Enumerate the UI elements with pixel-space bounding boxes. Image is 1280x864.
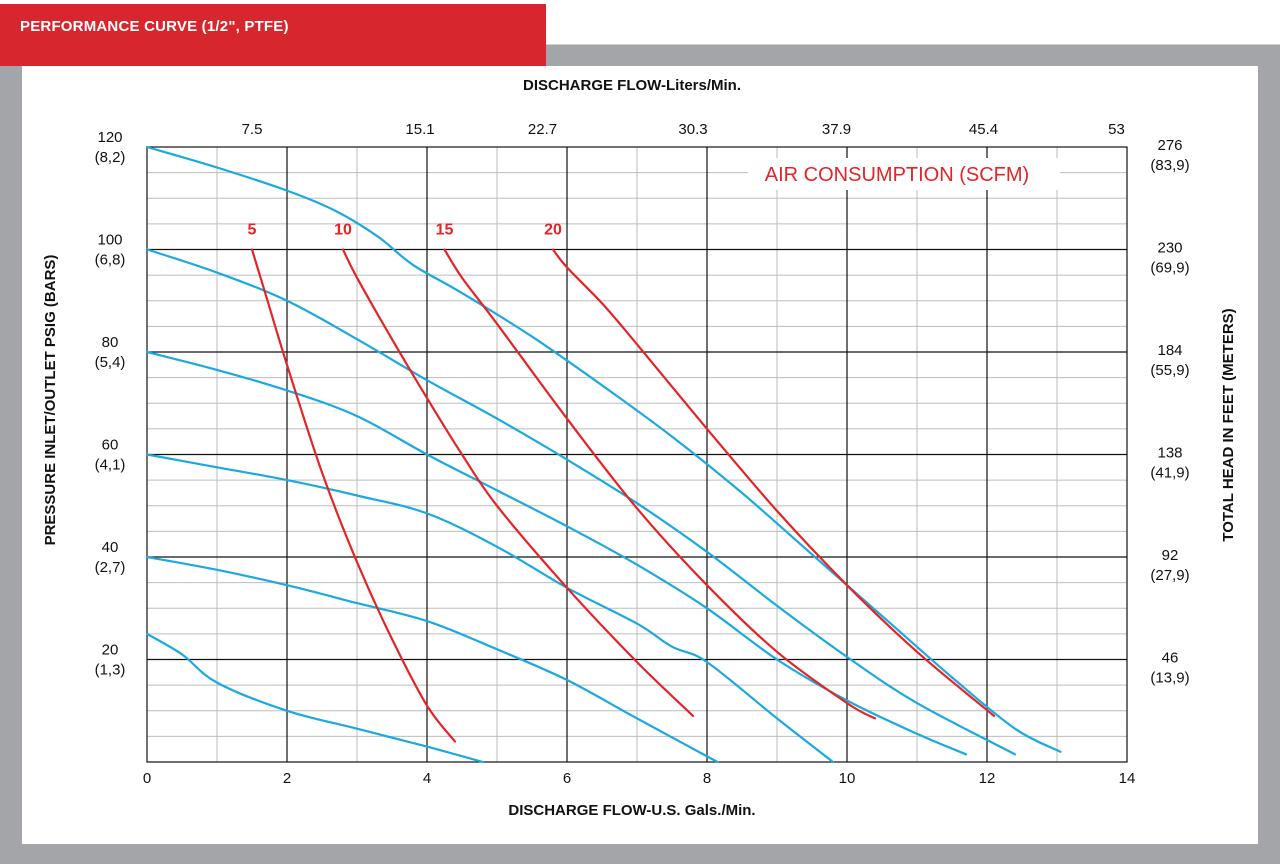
y-tick-label: 40 bbox=[102, 539, 119, 556]
air-consumption-curve-15 bbox=[443, 248, 877, 720]
title-bar: PERFORMANCE CURVE (1/2", PTFE) bbox=[0, 4, 546, 66]
air-consumption-curve-20 bbox=[551, 248, 996, 717]
y2-tick-label: 230 bbox=[1157, 240, 1182, 257]
x-tick-label: 0 bbox=[143, 770, 151, 787]
y2-tick-sublabel: (13,9) bbox=[1150, 670, 1189, 687]
pressure-curve-6 bbox=[145, 632, 485, 764]
y2-tick-label: 138 bbox=[1157, 445, 1182, 462]
y-tick-sublabel: (1,3) bbox=[95, 662, 126, 679]
x2-tick-label: 53 bbox=[1108, 121, 1125, 138]
y2-tick-sublabel: (69,9) bbox=[1150, 260, 1189, 277]
pressure-curve-1 bbox=[145, 145, 1062, 753]
x-tick-label: 10 bbox=[839, 770, 856, 787]
x-tick-label: 2 bbox=[283, 770, 291, 787]
y-tick-sublabel: (2,7) bbox=[95, 559, 126, 576]
pressure-curve-3 bbox=[145, 350, 968, 756]
x-tick-label: 8 bbox=[703, 770, 711, 787]
y-tick-sublabel: (4,1) bbox=[95, 457, 126, 474]
title-background bbox=[748, 158, 1060, 190]
y-tick-label: 20 bbox=[102, 642, 119, 659]
y2-tick-label: 46 bbox=[1162, 650, 1179, 667]
y2-axis-label: TOTAL HEAD IN FEET (METERS) bbox=[1220, 308, 1237, 541]
y2-tick-sublabel: (55,9) bbox=[1150, 362, 1189, 379]
chart-title: AIR CONSUMPTION (SCFM) bbox=[765, 164, 1029, 186]
x2-tick-label: 30.3 bbox=[678, 121, 707, 138]
x-axis-label: DISCHARGE FLOW-U.S. Gals./Min. bbox=[508, 802, 755, 819]
y-axis-label: PRESSURE INLET/OUTLET PSIG (BARS) bbox=[42, 255, 59, 546]
x-tick-label: 14 bbox=[1119, 770, 1136, 787]
y-tick-label: 120 bbox=[97, 129, 122, 146]
x2-axis-label: DISCHARGE FLOW-Liters/Min. bbox=[523, 77, 741, 94]
pressure-curve-5 bbox=[145, 555, 719, 764]
air-curve-label: 10 bbox=[334, 222, 352, 239]
pressure-curve-2 bbox=[145, 248, 1017, 756]
x-tick-label: 6 bbox=[563, 770, 571, 787]
air-consumption-curve-10 bbox=[341, 248, 695, 717]
x-tick-label: 4 bbox=[423, 770, 431, 787]
air-curve-label: 5 bbox=[248, 222, 257, 239]
x2-tick-label: 45.4 bbox=[969, 121, 998, 138]
air-curve-label: 20 bbox=[544, 222, 562, 239]
pressure-curve-4 bbox=[145, 453, 835, 764]
y-tick-label: 100 bbox=[97, 232, 122, 249]
y2-tick-sublabel: (27,9) bbox=[1150, 567, 1189, 584]
x2-tick-label: 15.1 bbox=[405, 121, 434, 138]
y-tick-label: 60 bbox=[102, 437, 119, 454]
x2-tick-label: 37.9 bbox=[822, 121, 851, 138]
y2-tick-sublabel: (41,9) bbox=[1150, 465, 1189, 482]
y2-tick-label: 92 bbox=[1162, 547, 1179, 564]
page-title: PERFORMANCE CURVE (1/2", PTFE) bbox=[20, 18, 289, 35]
y-tick-sublabel: (8,2) bbox=[95, 149, 126, 166]
y2-tick-label: 184 bbox=[1157, 342, 1182, 359]
y-tick-sublabel: (6,8) bbox=[95, 252, 126, 269]
air-consumption-curve-5 bbox=[250, 248, 457, 743]
y2-tick-label: 276 bbox=[1157, 137, 1182, 154]
x2-tick-label: 22.7 bbox=[528, 121, 557, 138]
y-tick-label: 80 bbox=[102, 334, 119, 351]
air-curve-label: 15 bbox=[436, 222, 454, 239]
y-tick-sublabel: (5,4) bbox=[95, 354, 126, 371]
y2-tick-sublabel: (83,9) bbox=[1150, 157, 1189, 174]
x-tick-label: 12 bbox=[979, 770, 996, 787]
x2-tick-label: 7.5 bbox=[242, 121, 263, 138]
